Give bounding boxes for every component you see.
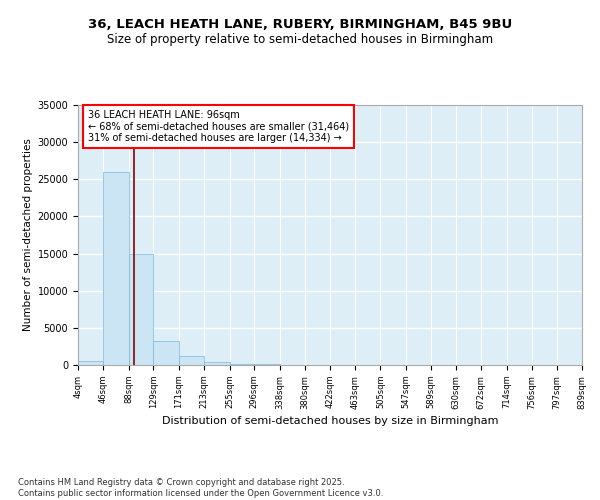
Text: 36 LEACH HEATH LANE: 96sqm
← 68% of semi-detached houses are smaller (31,464)
31: 36 LEACH HEATH LANE: 96sqm ← 68% of semi…	[88, 110, 349, 144]
Y-axis label: Number of semi-detached properties: Number of semi-detached properties	[23, 138, 33, 332]
Bar	[204, 362, 230, 365]
X-axis label: Distribution of semi-detached houses by size in Birmingham: Distribution of semi-detached houses by …	[162, 416, 498, 426]
Bar	[103, 172, 129, 365]
Bar	[179, 356, 204, 365]
Bar	[129, 254, 154, 365]
Bar	[254, 364, 280, 365]
Text: Size of property relative to semi-detached houses in Birmingham: Size of property relative to semi-detach…	[107, 32, 493, 46]
Bar	[78, 362, 103, 365]
Text: Contains HM Land Registry data © Crown copyright and database right 2025.
Contai: Contains HM Land Registry data © Crown c…	[18, 478, 383, 498]
Text: 36, LEACH HEATH LANE, RUBERY, BIRMINGHAM, B45 9BU: 36, LEACH HEATH LANE, RUBERY, BIRMINGHAM…	[88, 18, 512, 30]
Bar	[230, 364, 254, 365]
Bar	[154, 341, 179, 365]
